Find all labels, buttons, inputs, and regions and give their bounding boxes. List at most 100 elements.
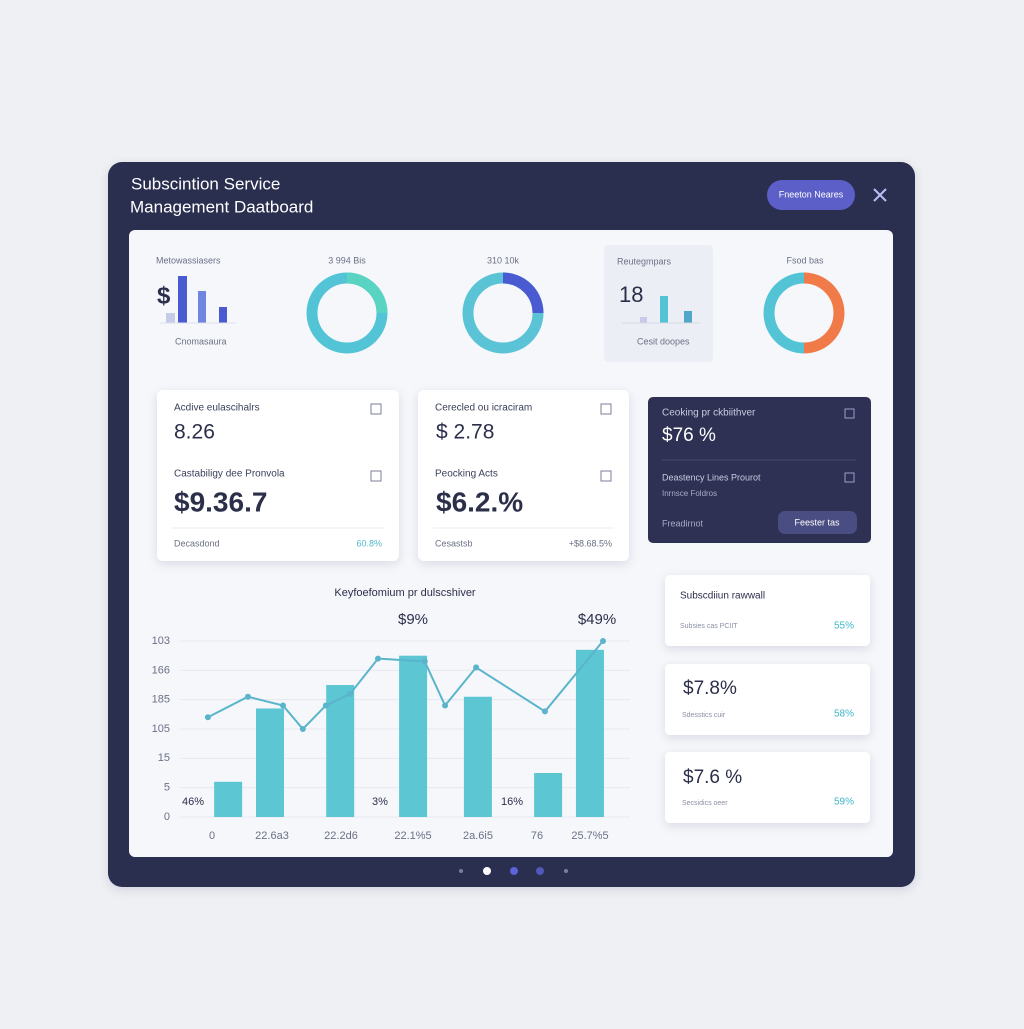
trend-point xyxy=(244,693,251,700)
close-button[interactable] xyxy=(873,188,887,202)
trend-point xyxy=(204,714,211,721)
card-label: Castabiligy dee Pronvola xyxy=(174,469,285,480)
icon[interactable] xyxy=(370,403,382,415)
title: Subscintion Service xyxy=(131,174,280,193)
donut-segment xyxy=(763,272,805,354)
trend-point xyxy=(299,726,306,733)
chart-title: Keyfoefomium pr dulscshiver xyxy=(334,587,476,599)
side-card xyxy=(665,664,870,735)
donut-label: 310 10k xyxy=(487,255,520,265)
widget-caption: Cesit doopes xyxy=(637,336,690,346)
side-card-value: $7.6 % xyxy=(683,767,742,788)
card-footer-value: 60.8% xyxy=(356,538,382,548)
card-footer: Cesastsb xyxy=(435,538,473,548)
card-label: Cerecled ou icraciram xyxy=(435,403,532,414)
trend-line xyxy=(207,640,604,731)
mini-bars xyxy=(160,276,236,324)
card-footer-value: +$8.68.5% xyxy=(569,538,612,548)
y-tick-label: 5 xyxy=(164,782,170,794)
icon[interactable] xyxy=(844,472,855,483)
card-value: $ 2.78 xyxy=(436,421,494,444)
side-card-caption: Secsidics oeer xyxy=(682,800,728,807)
annotation: 3% xyxy=(372,796,388,808)
side-card-caption: Sdesstics cuir xyxy=(682,712,726,719)
donut-label: 3 994 Bis xyxy=(328,255,366,265)
widget-label: Metowassiasers xyxy=(156,255,221,265)
bar xyxy=(463,696,492,817)
bar xyxy=(256,708,284,817)
card-footer: Freadirnot xyxy=(662,518,704,528)
bar xyxy=(399,655,428,817)
side-card-percent: 58% xyxy=(834,709,854,720)
side-card-value: $7.8% xyxy=(683,678,737,699)
card-label: Ceoking pr ckbiithver xyxy=(662,408,756,419)
page-dot[interactable] xyxy=(564,869,568,873)
card-value: 8.26 xyxy=(174,421,215,444)
annotation: 46% xyxy=(182,796,204,808)
trend-point xyxy=(322,702,329,709)
pagination xyxy=(459,867,568,875)
bar xyxy=(575,649,604,817)
x-tick-label: 0 xyxy=(209,830,215,842)
side-card-percent: 55% xyxy=(834,621,854,632)
widget-caption: Cnomasaura xyxy=(175,336,227,346)
y-tick-label: 166 xyxy=(152,664,170,676)
y-tick-label: 105 xyxy=(152,723,170,735)
x-tick-label: 76 xyxy=(531,830,543,842)
widget-box xyxy=(604,245,713,362)
bar xyxy=(326,685,355,817)
chart: 0 5 15 105 185 166 103 0 22.6a3 22.2d6 22.1%5 2a.6i… xyxy=(152,611,630,842)
card xyxy=(418,390,629,561)
x-tick-label: 22.6a3 xyxy=(255,830,289,842)
annotation: $49% xyxy=(578,611,616,628)
widget-value: 18 xyxy=(619,282,643,307)
bar xyxy=(214,781,243,817)
page-dot[interactable] xyxy=(510,867,518,875)
card-footer: Decasdond xyxy=(174,538,220,548)
icon[interactable] xyxy=(600,470,612,482)
donut-segment xyxy=(502,272,544,314)
card-button[interactable] xyxy=(778,511,857,534)
trend-point xyxy=(375,655,381,662)
trend-point xyxy=(442,702,449,709)
page-dot[interactable] xyxy=(536,867,544,875)
trend-point xyxy=(280,702,287,709)
page-dot[interactable] xyxy=(459,869,463,873)
card-button-label: Feester tas xyxy=(794,517,840,527)
widget-symbol: $ xyxy=(157,282,171,309)
trend-point xyxy=(421,658,428,665)
card-label: Peocking Acts xyxy=(435,469,498,480)
card-dark xyxy=(648,397,871,543)
card-value: $76 % xyxy=(662,425,716,446)
icon[interactable] xyxy=(370,470,382,482)
donut-segment xyxy=(346,272,388,314)
icon[interactable] xyxy=(844,408,855,419)
icon[interactable] xyxy=(600,403,612,415)
y-tick-label: 0 xyxy=(164,811,170,823)
y-tick-label: 185 xyxy=(152,694,170,706)
title: Management Daatboard xyxy=(130,197,313,216)
card-label: Acdive eulascihalrs xyxy=(174,403,260,414)
trend-point xyxy=(473,664,480,671)
card xyxy=(157,390,399,561)
annotation: $9% xyxy=(398,611,428,628)
page-dot[interactable] xyxy=(483,867,491,875)
side-card xyxy=(665,752,870,823)
y-tick-label: 15 xyxy=(158,752,170,764)
x-tick-label: 25.7%5 xyxy=(571,830,608,842)
x-tick-label: 2a.6i5 xyxy=(463,830,493,842)
card-label: Deastency Lines Prourot xyxy=(662,472,761,482)
side-card-title: Subscdiiun rawwall xyxy=(680,591,765,602)
side-card xyxy=(665,575,870,646)
x-tick-label: 22.1%5 xyxy=(394,830,431,842)
card-value: $9.36.7 xyxy=(174,486,267,517)
header-button[interactable] xyxy=(767,180,855,210)
donut-label: Fsod bas xyxy=(786,255,824,265)
trend-point xyxy=(600,638,606,645)
widget-label: Reutegmpars xyxy=(617,256,672,266)
x-tick-label: 22.2d6 xyxy=(324,830,358,842)
side-card-percent: 59% xyxy=(834,797,854,808)
mini-bars xyxy=(622,296,700,324)
y-tick-label: 103 xyxy=(152,635,170,647)
